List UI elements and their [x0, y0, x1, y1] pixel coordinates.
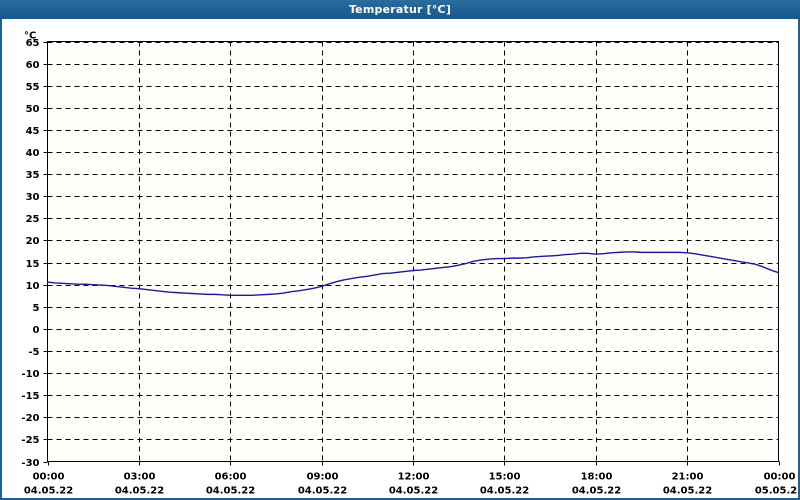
chart-content-frame: °C 65 60 55 50 45 40 35 30 25 20 15 10 5 0 -5 -10 -15 -20… — [0, 19, 800, 500]
x-tick-time-label: 21:00 — [672, 472, 704, 483]
x-tick-date-label: 04.05.22 — [389, 486, 438, 497]
x-tick-time-label: 18:00 — [581, 472, 613, 483]
y-tick-label: 10 — [26, 281, 40, 292]
y-tick-label: -25 — [21, 435, 39, 446]
y-tick-label: -10 — [21, 369, 39, 380]
x-tick-date-label: 04.05.22 — [24, 486, 73, 497]
y-tick-label: -5 — [28, 347, 39, 358]
x-tick-date-label: 04.05.22 — [206, 486, 255, 497]
y-axis-ticks — [43, 42, 48, 463]
x-axis-tick-labels: 00:00 04.05.22 03:00 04.05.22 06:00 04.05.22 0… — [24, 472, 798, 497]
x-tick-date-label: 05.05.22 — [755, 486, 798, 497]
y-tick-label: -20 — [21, 413, 39, 424]
y-tick-label: 25 — [26, 214, 40, 225]
y-tick-label: 60 — [26, 60, 40, 71]
window-title-bar: Temperatur [°C] — [0, 0, 800, 20]
x-tick-time-label: 15:00 — [489, 472, 521, 483]
x-tick-date-label: 04.05.22 — [298, 486, 347, 497]
y-tick-label: -30 — [21, 458, 39, 469]
x-tick-time-label: 03:00 — [124, 472, 156, 483]
temperature-series-line — [46, 251, 780, 296]
x-tick-date-label: 04.05.22 — [663, 486, 712, 497]
x-tick-time-label: 00:00 — [764, 472, 796, 483]
y-tick-label: 50 — [26, 104, 40, 115]
axis-frame — [47, 41, 779, 462]
y-axis-tick-labels: 65605550454035302520151050-5-10-15-20-25… — [21, 38, 39, 469]
y-tick-label: 45 — [26, 126, 40, 137]
vertical-gridlines — [139, 41, 688, 462]
y-tick-label: 0 — [33, 325, 40, 336]
x-tick-date-label: 04.05.22 — [480, 486, 529, 497]
x-axis-ticks — [48, 461, 780, 466]
page-title: Temperatur [°C] — [348, 3, 452, 16]
y-tick-label: 15 — [26, 259, 40, 270]
x-tick-time-label: 09:00 — [307, 472, 339, 483]
y-axis-unit-label: °C — [24, 31, 36, 42]
chart-plot-container[interactable]: °C 65 60 55 50 45 40 35 30 25 20 15 10 5 0 -5 -10 -15 -20… — [2, 19, 798, 497]
y-tick-label: 35 — [26, 170, 40, 181]
y-tick-label: 55 — [26, 82, 40, 93]
y-tick-label: 40 — [26, 148, 40, 159]
horizontal-gridlines — [47, 42, 779, 440]
x-tick-time-label: 12:00 — [398, 472, 430, 483]
y-tick-label: -15 — [21, 391, 39, 402]
x-tick-time-label: 00:00 — [33, 472, 65, 483]
plot-frame — [47, 41, 779, 462]
y-tick-label: 65 — [26, 38, 40, 49]
y-tick-label: 5 — [33, 303, 40, 314]
y-tick-label: 30 — [26, 192, 40, 203]
y-tick-label: 20 — [26, 236, 40, 247]
x-tick-date-label: 04.05.22 — [572, 486, 621, 497]
temperature-line-chart[interactable]: °C 65605550454035302520151050-5-10-15-20… — [2, 19, 798, 497]
x-tick-time-label: 06:00 — [215, 472, 247, 483]
x-tick-date-label: 04.05.22 — [115, 486, 164, 497]
